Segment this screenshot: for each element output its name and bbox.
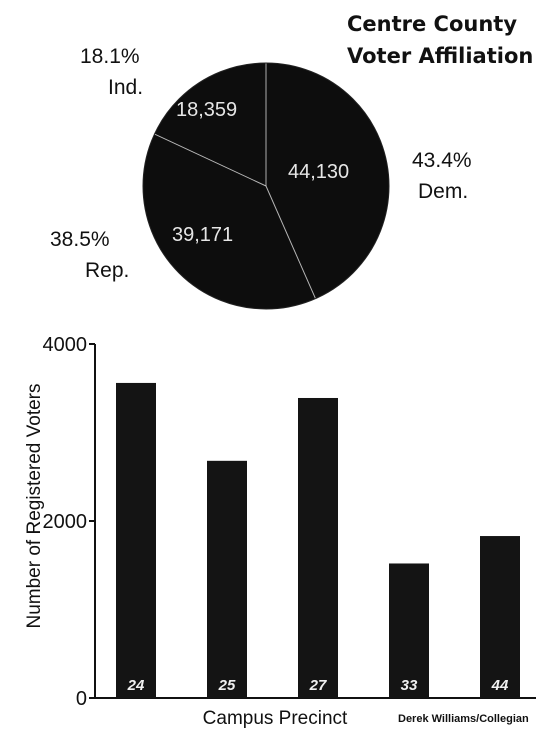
bar-category-label: 33	[401, 677, 418, 694]
pie-slice-rep	[143, 134, 316, 309]
pie-label-percent-ind: 18.1%	[80, 45, 140, 68]
bar-category-label: 44	[491, 677, 509, 694]
pie-slice-dem	[266, 63, 389, 299]
bar-precinct-33	[389, 563, 429, 698]
y-axis-label: Number of Registered Voters	[24, 383, 45, 628]
bar-precinct-25	[207, 460, 247, 698]
pie-label-category-ind: Ind.	[108, 76, 143, 99]
pie-title-line-1: Centre County	[347, 12, 517, 36]
y-tick-label: 2000	[43, 511, 88, 533]
pie-outline	[142, 62, 390, 310]
bar-chart: 0 2000 4000 24 25 27 33 44	[43, 334, 536, 710]
pie-count-rep: 39,171	[172, 224, 233, 246]
pie-label-percent-dem: 43.4%	[412, 149, 472, 172]
pie-label-category-rep: Rep.	[85, 259, 129, 282]
pie-chart	[142, 62, 390, 310]
pie-count-ind: 18,359	[176, 99, 237, 121]
y-tick-label: 4000	[43, 334, 88, 356]
photo-credit: Derek Williams/Collegian	[398, 713, 529, 725]
bar-category-label: 25	[218, 677, 236, 694]
pie-label-category-dem: Dem.	[418, 180, 468, 203]
y-tick-label: 0	[76, 688, 87, 710]
pie-divider-line	[265, 185, 316, 299]
bar-category-label: 27	[309, 677, 327, 694]
pie-title-line-2: Voter Affiliation	[347, 44, 533, 68]
bar-precinct-24	[116, 382, 156, 698]
pie-count-dem: 44,130	[288, 161, 349, 183]
pie-divider-line	[154, 133, 267, 187]
bar-precinct-44	[480, 536, 520, 698]
pie-label-percent-rep: 38.5%	[50, 228, 110, 251]
bar-category-label: 24	[127, 677, 145, 694]
x-axis-label: Campus Precinct	[203, 708, 348, 729]
pie-slice-ind	[154, 63, 266, 186]
bar-precinct-27	[298, 397, 338, 698]
